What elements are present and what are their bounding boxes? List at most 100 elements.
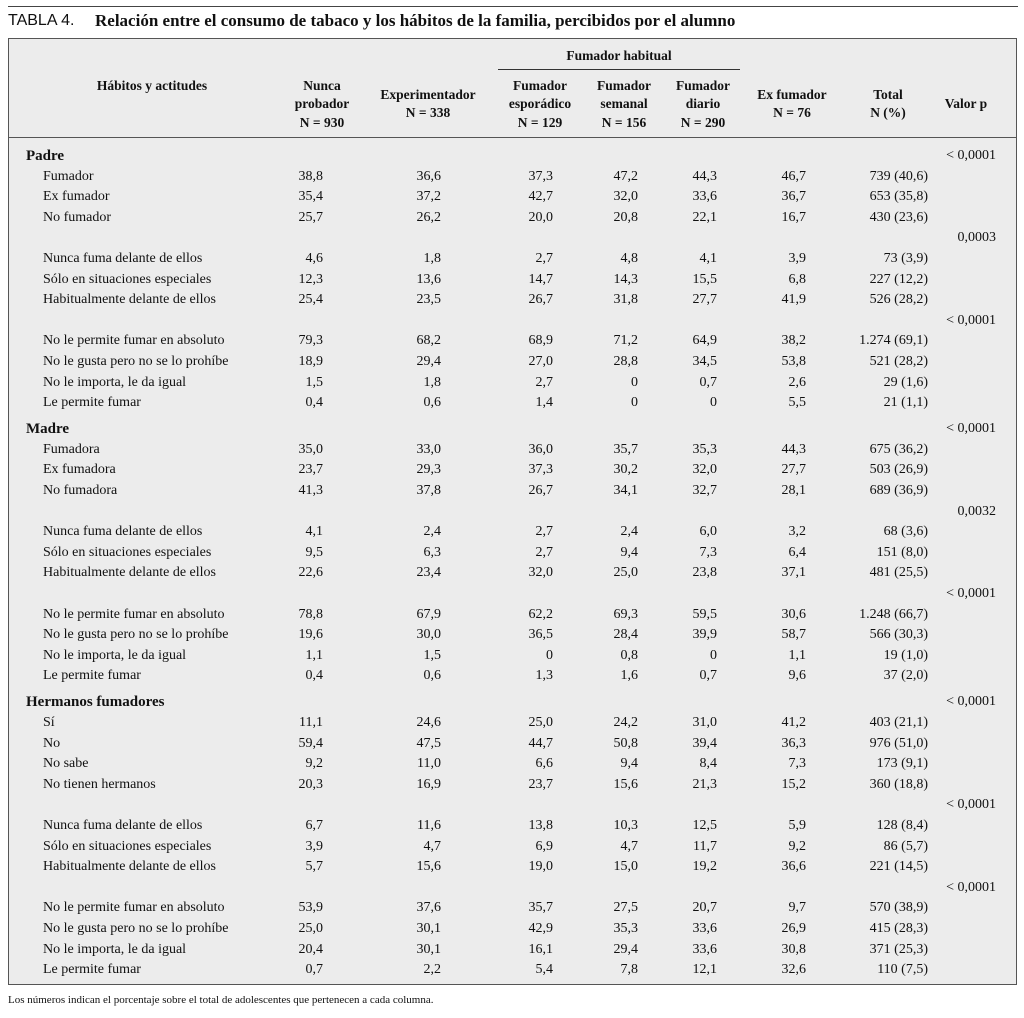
footnote: Los números indican el porcentaje sobre … [8, 994, 434, 1006]
cell: 20,8 [613, 209, 639, 225]
cell: 4,7 [620, 838, 639, 854]
p-value: < 0,0001 [946, 312, 996, 328]
cell: 0,7 [699, 668, 718, 684]
cell: 4,8 [620, 251, 639, 266]
cell: 29,4 [613, 941, 639, 957]
cell: 0,7 [305, 962, 324, 978]
cell: 5,7 [305, 859, 324, 875]
p-value: 0,0003 [957, 230, 997, 246]
cell: 22,6 [298, 565, 324, 581]
cell: 26,7 [528, 292, 554, 308]
cell: 36,6 [781, 859, 807, 875]
cell: 53,8 [781, 354, 807, 369]
cell: 31,8 [613, 292, 639, 308]
cell: 35,4 [298, 189, 324, 205]
cell: 5,9 [788, 818, 807, 833]
cell: 26,2 [416, 209, 442, 225]
cell: 33,6 [692, 941, 718, 957]
row-label: No [43, 735, 61, 751]
cell: 16,7 [781, 209, 807, 225]
cell: 33,6 [692, 921, 718, 936]
cell: 13,8 [528, 818, 554, 833]
column-header: N = 76 [773, 105, 811, 121]
cell: 1,8 [423, 374, 442, 390]
cell: 34,1 [613, 483, 639, 498]
row-label: No fumadora [43, 483, 118, 498]
row-label: No le importa, le da igual [43, 374, 187, 390]
cell: 38,2 [781, 333, 807, 349]
cell: 0 [631, 395, 638, 411]
cell: 15,6 [416, 859, 442, 875]
row-label: No le permite fumar en absoluto [43, 333, 225, 349]
column-header: Ex fumador [757, 86, 827, 102]
cell: 6,9 [535, 838, 554, 854]
cell: 27,7 [781, 462, 807, 478]
cell: 503 (26,9) [869, 462, 928, 478]
cell: 24,2 [613, 715, 639, 730]
row-label: Ex fumadora [43, 462, 116, 478]
row-label: Le permite fumar [43, 395, 141, 411]
column-header: Fumador [597, 77, 651, 93]
cell: 360 (18,8) [869, 776, 928, 792]
column-header: probador [294, 96, 350, 111]
cell: 23,7 [528, 776, 554, 792]
cell: 521 (28,2) [869, 354, 928, 369]
cell: 23,8 [692, 565, 718, 581]
cell: 430 (23,6) [869, 209, 928, 225]
column-header: Experimentador [380, 86, 476, 102]
group-rule [498, 69, 740, 70]
cell: 36,6 [416, 168, 442, 184]
cell: 7,3 [788, 756, 807, 772]
cell: 37,6 [416, 900, 442, 916]
row-label: Nunca fuma delante de ellos [43, 251, 203, 266]
cell: 9,5 [305, 544, 324, 560]
cell: 15,2 [781, 776, 807, 792]
cell: 59,4 [298, 735, 324, 751]
cell: 2,4 [423, 524, 442, 540]
cell: 23,4 [416, 565, 442, 581]
cell: 481 (25,5) [869, 565, 928, 581]
column-header: N = 129 [517, 114, 563, 130]
cell: 6,6 [535, 756, 554, 772]
row-label: Fumadora [43, 441, 100, 457]
row-label: No sabe [43, 756, 89, 772]
cell: 39,4 [692, 735, 718, 751]
cell: 21 (1,1) [883, 395, 928, 411]
row-label: No fumador [43, 209, 112, 225]
cell: 1,8 [423, 251, 442, 266]
cell: 11,0 [417, 756, 441, 772]
group-header: Fumador habitual [566, 48, 672, 63]
cell: 0 [710, 647, 717, 663]
cell: 16,9 [416, 776, 442, 792]
row-label: No le permite fumar en absoluto [43, 900, 225, 916]
cell: 22,1 [692, 209, 718, 225]
cell: 15,5 [692, 271, 718, 287]
cell: 71,2 [613, 333, 639, 349]
cell: 30,8 [781, 941, 807, 957]
cell: 16,1 [528, 941, 554, 957]
row-label: No le gusta pero no se lo prohíbe [43, 627, 229, 643]
column-header: diario [685, 96, 721, 111]
cell: 78,8 [298, 606, 324, 622]
cell: 1,1 [788, 647, 807, 663]
cell: 44,3 [692, 168, 718, 184]
cell: 33,0 [416, 441, 442, 457]
cell: 67,9 [416, 606, 442, 622]
cell: 739 (40,6) [869, 168, 928, 184]
p-value: < 0,0001 [946, 879, 996, 895]
cell: 37,3 [528, 168, 554, 184]
cell: 47,2 [613, 168, 639, 184]
column-header: N = 156 [601, 114, 647, 130]
cell: 1,5 [305, 374, 324, 390]
cell: 18,9 [298, 354, 324, 369]
row-label: Nunca fuma delante de ellos [43, 818, 203, 833]
cell: 415 (28,3) [869, 921, 928, 936]
cell: 44,7 [528, 735, 554, 751]
cell: 2,2 [423, 962, 442, 978]
cell: 32,0 [528, 565, 554, 581]
cell: 28,1 [781, 483, 807, 498]
cell: 20,0 [528, 209, 554, 225]
column-header: semanal [600, 96, 648, 111]
cell: 689 (36,9) [869, 483, 928, 498]
cell: 11,7 [693, 838, 717, 854]
